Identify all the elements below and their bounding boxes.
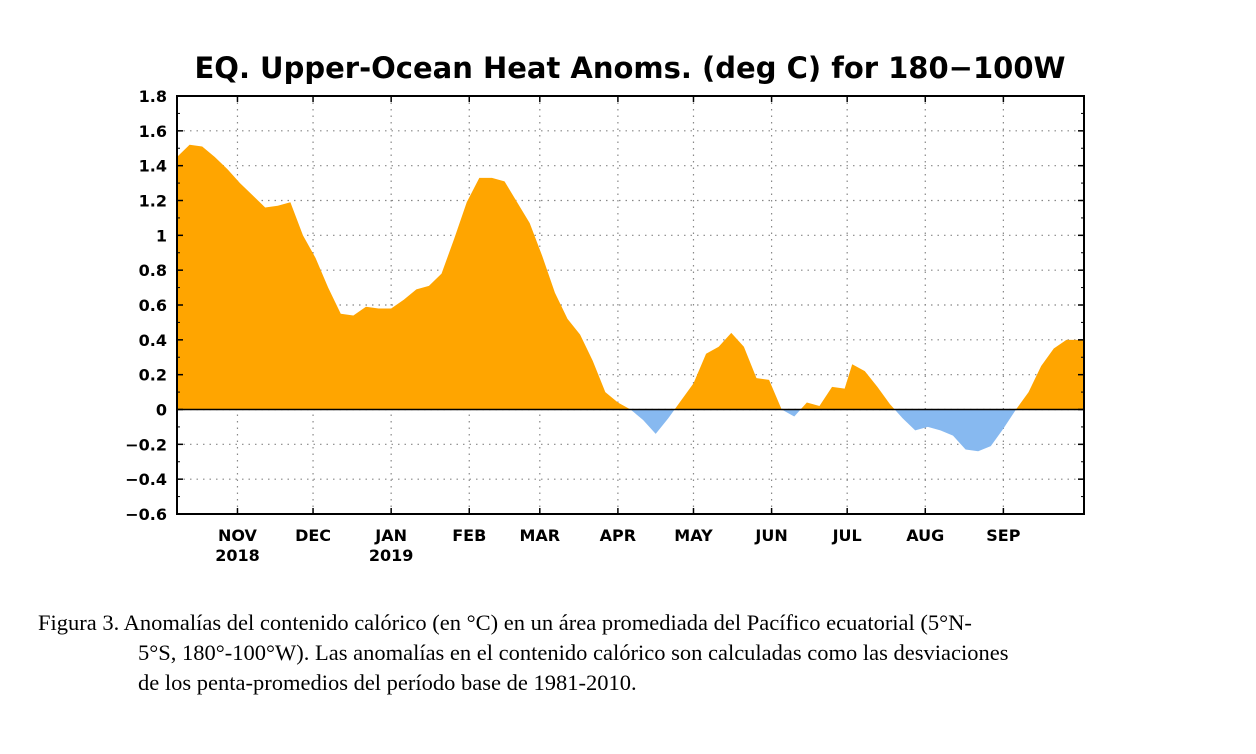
chart: EQ. Upper-Ocean Heat Anoms. (deg C) for … (125, 51, 1085, 565)
negative-anomaly-area (630, 409, 675, 434)
x-tick-label: NOV (218, 526, 258, 545)
x-tick-label: JAN (374, 526, 407, 545)
y-axis: −0.6 −0.4 −0.2 0 0.2 0.4 0.6 0.8 1 1.2 1.4 1.6 1.8 (125, 87, 1084, 524)
x-tick-label: JUN (754, 526, 787, 545)
figure-caption: Figura 3. Anomalías del contenido calóri… (38, 608, 1228, 698)
chart-title: EQ. Upper-Ocean Heat Anoms. (deg C) for … (194, 51, 1065, 85)
y-tick-label: −0.4 (125, 470, 167, 489)
y-tick-label: 1 (156, 226, 167, 245)
y-tick-label: −0.2 (125, 435, 167, 454)
x-tick-label: APR (600, 526, 636, 545)
positive-anomaly-area (800, 364, 895, 410)
y-tick-label: 0.2 (139, 366, 167, 385)
y-tick-label: 0.6 (139, 296, 167, 315)
x-tick-label: AUG (906, 526, 944, 545)
positive-anomaly-area (177, 144, 631, 410)
y-tick-label: 0.4 (139, 331, 167, 350)
negative-anomaly-area (894, 409, 1016, 452)
x-tick-year-label: 2019 (369, 546, 414, 565)
y-tick-label: 0.8 (139, 261, 167, 280)
x-tick-label: DEC (295, 526, 331, 545)
caption-line-2: 5°S, 180°-100°W). Las anomalías en el co… (138, 640, 1009, 665)
y-tick-label: 1.6 (139, 122, 167, 141)
positive-anomaly-area (1015, 339, 1084, 410)
caption-line-1: Figura 3. Anomalías del contenido calóri… (38, 610, 972, 635)
area-layer (177, 144, 1084, 452)
x-tick-year-label: 2018 (215, 546, 260, 565)
y-tick-label: 1.4 (139, 157, 167, 176)
y-tick-label: 0 (156, 401, 167, 420)
y-tick-label: −0.6 (125, 505, 167, 524)
x-tick-label: MAR (519, 526, 560, 545)
x-tick-label: FEB (452, 526, 486, 545)
x-tick-label: SEP (986, 526, 1020, 545)
x-tick-label: JUL (832, 526, 862, 545)
x-tick-label: MAY (674, 526, 713, 545)
caption-line-3: de los penta-promedios del período base … (138, 670, 637, 695)
y-tick-label: 1.2 (139, 192, 167, 211)
negative-anomaly-area (781, 409, 801, 417)
positive-anomaly-area (674, 332, 782, 410)
y-tick-label: 1.8 (139, 87, 167, 106)
